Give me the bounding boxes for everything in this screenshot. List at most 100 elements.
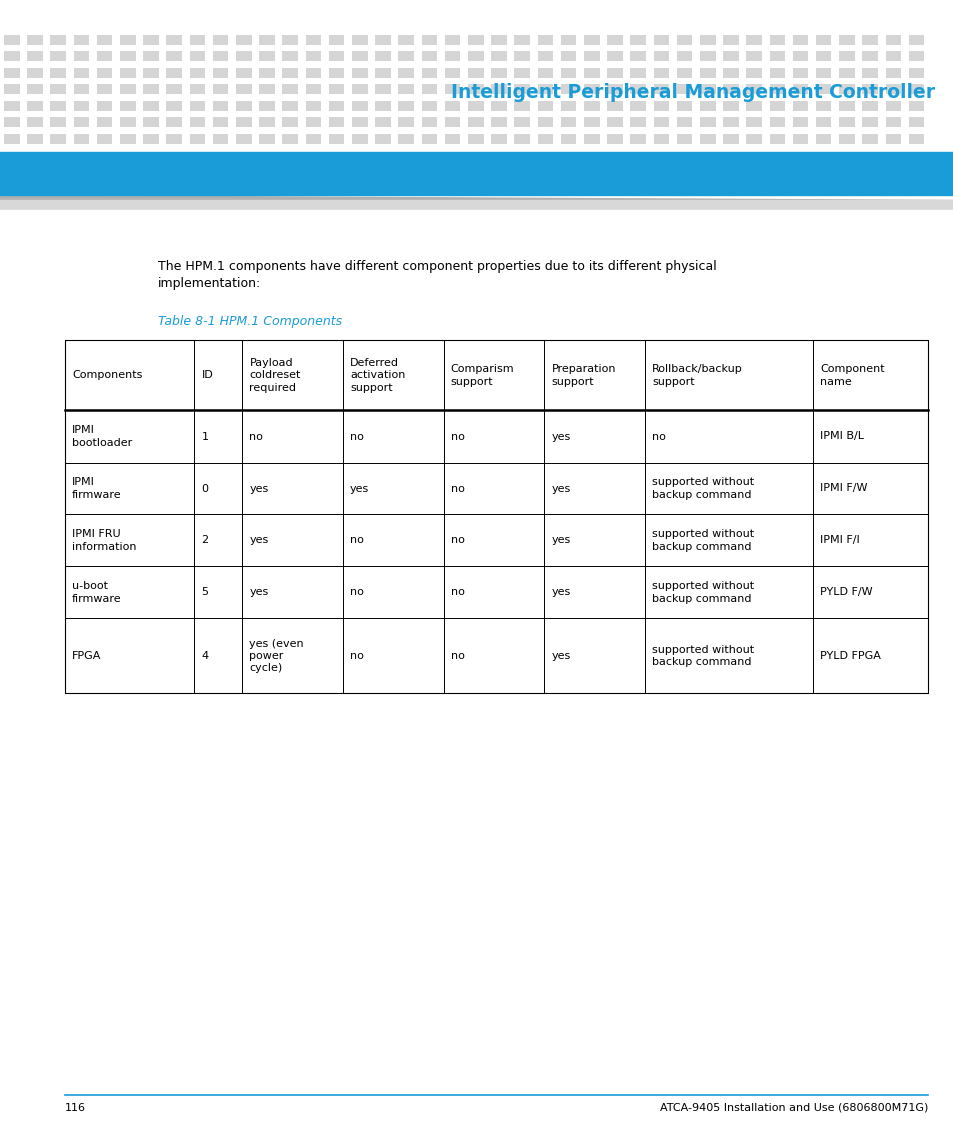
Bar bbox=[583, 52, 598, 62]
Bar bbox=[96, 85, 112, 95]
Bar bbox=[606, 52, 622, 62]
Bar bbox=[745, 52, 761, 62]
Bar bbox=[884, 101, 901, 111]
Bar bbox=[444, 118, 459, 127]
Bar bbox=[444, 52, 459, 62]
Bar bbox=[421, 52, 436, 62]
Bar bbox=[491, 52, 506, 62]
Text: no: no bbox=[350, 652, 364, 661]
Bar bbox=[259, 118, 274, 127]
Bar bbox=[305, 52, 321, 62]
Bar bbox=[862, 118, 877, 127]
Bar bbox=[329, 101, 344, 111]
Text: ID: ID bbox=[201, 371, 213, 380]
Bar bbox=[908, 118, 923, 127]
Bar bbox=[653, 134, 668, 144]
Polygon shape bbox=[0, 196, 953, 213]
Bar bbox=[51, 68, 66, 78]
Bar bbox=[120, 35, 135, 45]
Bar bbox=[884, 118, 901, 127]
Bar bbox=[583, 101, 598, 111]
Bar bbox=[583, 68, 598, 78]
Bar bbox=[839, 85, 854, 95]
Bar bbox=[884, 85, 901, 95]
Bar bbox=[444, 68, 459, 78]
Bar bbox=[700, 118, 715, 127]
Bar bbox=[468, 134, 483, 144]
Polygon shape bbox=[0, 200, 953, 218]
Bar bbox=[745, 101, 761, 111]
Bar bbox=[190, 85, 205, 95]
Bar bbox=[51, 35, 66, 45]
Bar bbox=[329, 52, 344, 62]
Text: u-boot
firmware: u-boot firmware bbox=[71, 582, 121, 603]
Bar bbox=[792, 101, 807, 111]
Bar bbox=[213, 134, 228, 144]
Bar bbox=[722, 85, 738, 95]
Text: 2: 2 bbox=[201, 536, 209, 545]
Bar bbox=[839, 118, 854, 127]
Text: IPMI F/I: IPMI F/I bbox=[819, 536, 859, 545]
Bar bbox=[537, 101, 553, 111]
Bar bbox=[769, 101, 784, 111]
Bar bbox=[537, 68, 553, 78]
Bar bbox=[73, 101, 89, 111]
Text: yes: yes bbox=[551, 432, 570, 442]
Text: yes (even
power
cycle): yes (even power cycle) bbox=[249, 639, 304, 673]
Bar bbox=[352, 68, 367, 78]
Text: yes: yes bbox=[551, 536, 570, 545]
Bar bbox=[700, 85, 715, 95]
Bar bbox=[700, 134, 715, 144]
Bar bbox=[676, 118, 692, 127]
Bar bbox=[305, 68, 321, 78]
Bar bbox=[606, 85, 622, 95]
Bar bbox=[282, 85, 297, 95]
Bar bbox=[28, 118, 43, 127]
Bar bbox=[700, 35, 715, 45]
Bar bbox=[4, 35, 19, 45]
Bar bbox=[815, 101, 831, 111]
Bar bbox=[653, 35, 668, 45]
Bar bbox=[537, 35, 553, 45]
Bar bbox=[421, 118, 436, 127]
Bar bbox=[468, 68, 483, 78]
Bar bbox=[305, 35, 321, 45]
Bar bbox=[120, 68, 135, 78]
Bar bbox=[28, 101, 43, 111]
Bar bbox=[398, 85, 414, 95]
Bar bbox=[560, 68, 576, 78]
Bar bbox=[235, 118, 252, 127]
Bar bbox=[606, 134, 622, 144]
Bar bbox=[120, 134, 135, 144]
Bar bbox=[4, 85, 19, 95]
Bar bbox=[143, 85, 158, 95]
Bar bbox=[235, 85, 252, 95]
Bar bbox=[0, 211, 953, 1145]
Bar bbox=[166, 68, 182, 78]
Bar bbox=[884, 134, 901, 144]
Bar bbox=[792, 35, 807, 45]
Bar bbox=[514, 52, 529, 62]
Bar bbox=[468, 118, 483, 127]
Bar bbox=[491, 118, 506, 127]
Bar bbox=[305, 101, 321, 111]
Bar bbox=[862, 85, 877, 95]
Bar bbox=[630, 101, 645, 111]
Bar bbox=[606, 68, 622, 78]
Bar bbox=[769, 35, 784, 45]
Bar bbox=[213, 68, 228, 78]
Bar bbox=[421, 101, 436, 111]
Bar bbox=[630, 85, 645, 95]
Bar bbox=[815, 118, 831, 127]
Text: Preparation
support: Preparation support bbox=[551, 364, 616, 387]
Bar bbox=[51, 118, 66, 127]
Bar bbox=[143, 52, 158, 62]
Bar bbox=[398, 134, 414, 144]
Bar bbox=[792, 118, 807, 127]
Bar bbox=[514, 68, 529, 78]
Bar bbox=[468, 52, 483, 62]
Bar bbox=[908, 101, 923, 111]
Bar bbox=[282, 134, 297, 144]
Bar bbox=[653, 68, 668, 78]
Text: supported without
backup command: supported without backup command bbox=[652, 645, 754, 668]
